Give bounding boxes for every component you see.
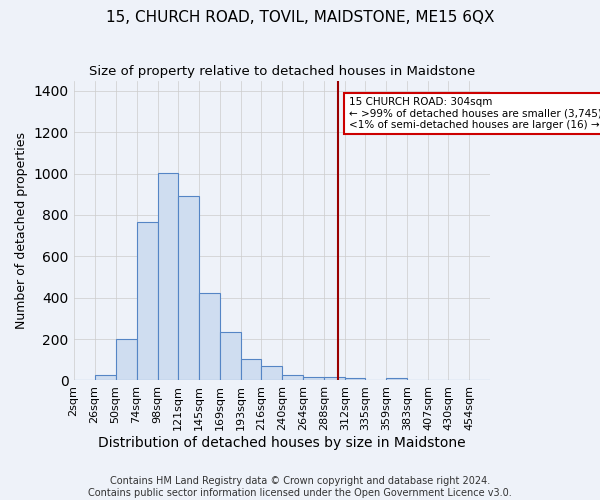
Bar (324, 378, 345, 380)
X-axis label: Distribution of detached houses by size in Maidstone: Distribution of detached houses by size … (98, 436, 466, 450)
Bar (386, 378, 407, 380)
Text: 15 CHURCH ROAD: 304sqm
← >99% of detached houses are smaller (3,745)
<1% of semi: 15 CHURCH ROAD: 304sqm ← >99% of detache… (349, 97, 600, 130)
Bar (137, 222, 158, 380)
Bar (282, 376, 303, 380)
Text: Contains HM Land Registry data © Crown copyright and database right 2024.
Contai: Contains HM Land Registry data © Crown c… (88, 476, 512, 498)
Bar (158, 172, 178, 380)
Bar (261, 366, 282, 380)
Bar (178, 196, 199, 380)
Title: Size of property relative to detached houses in Maidstone: Size of property relative to detached ho… (89, 65, 475, 78)
Bar (199, 292, 220, 380)
Bar (241, 358, 261, 380)
Bar (116, 339, 137, 380)
Bar (95, 376, 116, 380)
Text: 15, CHURCH ROAD, TOVIL, MAIDSTONE, ME15 6QX: 15, CHURCH ROAD, TOVIL, MAIDSTONE, ME15 … (106, 10, 494, 25)
Bar (345, 378, 365, 380)
Bar (220, 332, 241, 380)
Bar (303, 378, 324, 380)
Y-axis label: Number of detached properties: Number of detached properties (15, 132, 28, 329)
